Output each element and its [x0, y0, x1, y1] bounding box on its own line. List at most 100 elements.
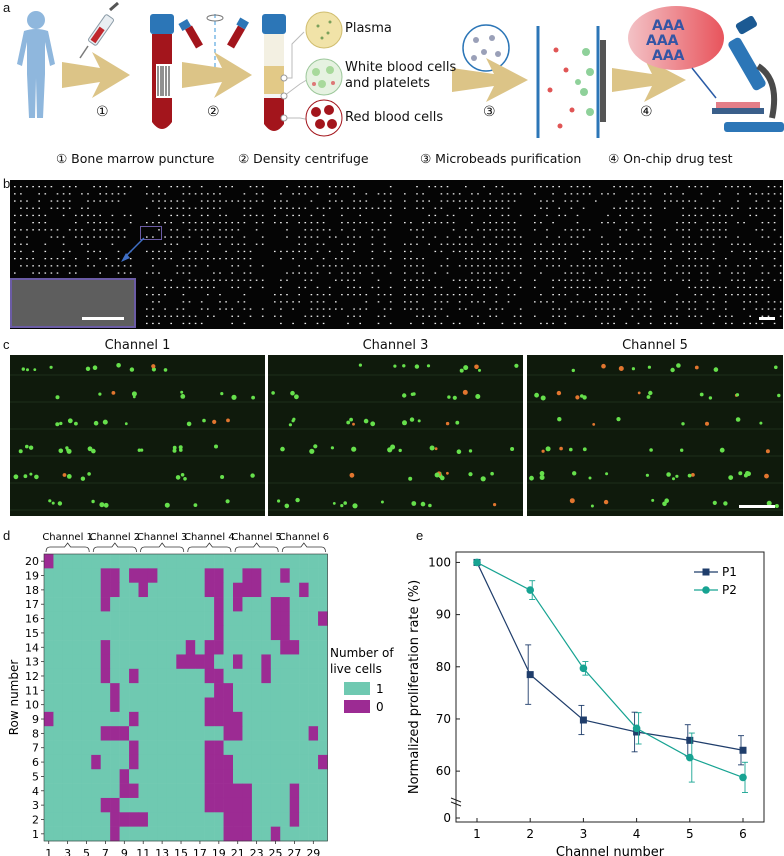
chip-dot [219, 301, 221, 303]
heatmap-cell [147, 812, 158, 827]
chip-dot [489, 229, 491, 231]
chip-dot [631, 200, 634, 202]
heatmap-cell [110, 654, 120, 670]
heatmap-cell [308, 683, 319, 698]
heatmap-cell [318, 769, 328, 784]
heatmap-cell [100, 668, 111, 684]
chip-dot [347, 279, 349, 281]
cell-dot [280, 446, 285, 452]
chip-dot [164, 279, 166, 281]
chip-dot [304, 315, 307, 317]
chip-dot [328, 308, 331, 310]
chip-dot [152, 236, 154, 238]
heatmap-cell [138, 668, 149, 684]
heatmap-cell [223, 668, 234, 684]
heatmap-cell [157, 611, 168, 627]
chip-dot [613, 222, 615, 224]
heatmap-cell [138, 812, 149, 827]
chip-dot [558, 294, 560, 296]
legend-title: Number of [330, 646, 394, 660]
chip-dot [231, 236, 233, 238]
heatmap-cell [138, 797, 149, 813]
x-tick-label: 11 [136, 847, 150, 856]
heatmap-cell [176, 754, 187, 770]
chip-dot [712, 308, 715, 310]
cell-dot [556, 390, 562, 396]
chip-dot [316, 193, 319, 195]
chip-dot [237, 315, 240, 317]
chip-dot [219, 272, 221, 274]
cell-dot [103, 502, 109, 508]
chip-dot [737, 236, 739, 238]
chip-dot [546, 207, 548, 209]
chip-dot [712, 200, 715, 202]
heatmap-cell [157, 697, 168, 713]
chip-dot [404, 308, 406, 310]
chip-dot [761, 272, 764, 274]
chip-dot [377, 229, 380, 231]
heatmap-cell [53, 769, 64, 784]
chip-dot [440, 222, 443, 224]
chip-dot [483, 294, 485, 296]
heatmap-cell [91, 754, 101, 770]
heatmap-cell [110, 597, 120, 612]
heatmap-cell [204, 797, 215, 813]
heatmap-cell [280, 640, 290, 655]
chip-dot [93, 222, 95, 224]
chip-dot [546, 301, 548, 303]
chip-dot [194, 229, 197, 231]
heatmap-cell [289, 826, 300, 842]
cell-dot [140, 448, 144, 452]
process-arrow-2 [182, 52, 252, 98]
heatmap-cell [72, 625, 83, 641]
chip-dot [501, 193, 504, 195]
chip-dot [87, 222, 89, 224]
chip-dot [761, 229, 764, 231]
chip-dot [286, 236, 288, 238]
heatmap-cell [195, 711, 205, 727]
chip-dot [341, 279, 343, 281]
chip-dot [477, 258, 479, 260]
chip-dot [274, 250, 276, 253]
chip-dot [749, 193, 751, 195]
chip-dot [249, 186, 252, 188]
chip-dot [231, 222, 233, 224]
chip-dot [243, 200, 246, 202]
heatmap-cell [214, 668, 224, 684]
chip-dot [519, 258, 522, 260]
heatmap-cell [157, 625, 168, 641]
chip-dot [588, 265, 591, 267]
chip-dot [261, 222, 264, 224]
chip-dot [649, 229, 652, 231]
chip-dot [359, 207, 361, 209]
chip-dot [452, 222, 455, 224]
chip-dot [87, 236, 89, 238]
cell-dot [74, 421, 78, 426]
chip-dot [129, 186, 132, 188]
chip-dot [682, 207, 684, 209]
chip-dot [534, 214, 536, 217]
chip-dot [489, 207, 491, 209]
x-tick-label: 1 [45, 847, 52, 856]
chip-dot [576, 214, 579, 217]
heatmap-cell [233, 726, 243, 741]
cell-dot [250, 473, 255, 478]
chip-dot [495, 236, 498, 238]
chip-dot [383, 207, 386, 209]
heatmap-cell [91, 812, 101, 827]
chip-dot [347, 286, 349, 289]
chip-dot [286, 222, 288, 224]
chip-dot [631, 193, 634, 195]
chip-dot [643, 279, 646, 281]
chip-dot [643, 214, 646, 217]
cell-dot [409, 417, 415, 422]
white-blood-cells-icon [305, 58, 343, 96]
heatmap-cell [195, 568, 205, 583]
cell-dot [572, 471, 577, 476]
cell-dot [675, 474, 679, 478]
chip-dot [694, 207, 697, 209]
chip-dot [200, 322, 203, 325]
heatmap-cell [251, 826, 262, 842]
chip-dot [712, 214, 715, 217]
chip-dot [749, 258, 751, 260]
